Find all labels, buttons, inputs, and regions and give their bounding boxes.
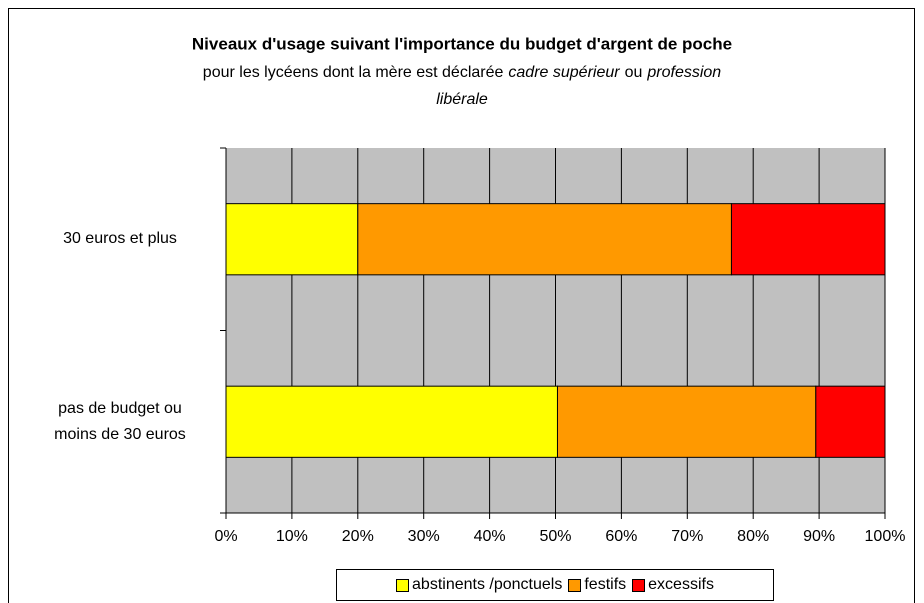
- x-tick-label: 60%: [605, 528, 637, 545]
- x-tick-label: 40%: [474, 528, 506, 545]
- legend-item: festifs: [568, 576, 626, 594]
- chart-subtitle: libérale: [436, 91, 488, 108]
- subtitle-part: libérale: [436, 91, 488, 108]
- y-tick-label: pas de budget ou moins de 30 euros: [54, 399, 186, 443]
- x-tick-label: 100%: [865, 528, 906, 545]
- bar-segment: [225, 203, 359, 276]
- chart-title: Niveaux d'usage suivant l'importance du …: [192, 34, 732, 53]
- bar-segment: [225, 385, 558, 458]
- bar-segment: [357, 203, 732, 276]
- x-tick-label: 80%: [737, 528, 769, 545]
- subtitle-part: ou: [625, 64, 643, 81]
- legend-swatch: [632, 578, 646, 592]
- legend-swatch: [396, 578, 410, 592]
- bar-segment: [730, 203, 886, 276]
- legend-swatch: [568, 578, 582, 592]
- legend-item: abstinents /ponctuels: [396, 576, 562, 594]
- chart-subtitle: pour les lycéens dont la mère est déclar…: [203, 64, 722, 81]
- x-tick-label: 30%: [408, 528, 440, 545]
- x-tick-label: 70%: [671, 528, 703, 545]
- bar-segment: [556, 385, 817, 458]
- x-tick-label: 10%: [276, 528, 308, 545]
- x-tick-label: 50%: [539, 528, 571, 545]
- legend-label: festifs: [584, 576, 627, 593]
- subtitle-part: cadre supérieur: [508, 64, 620, 81]
- legend-label: excessifs: [648, 576, 714, 593]
- x-tick-label: 0%: [214, 528, 237, 545]
- x-tick-label: 90%: [803, 528, 835, 545]
- legend-label: abstinents /ponctuels: [412, 576, 563, 593]
- y-tick-label: 30 euros et plus: [63, 230, 177, 248]
- chart-border: [8, 8, 915, 603]
- subtitle-part: pour les lycéens dont la mère est déclar…: [203, 64, 504, 81]
- bar-segment: [815, 385, 886, 458]
- subtitle-part: profession: [646, 64, 721, 81]
- x-tick-label: 20%: [342, 528, 374, 545]
- legend: abstinents /ponctuels festifs excessifs: [336, 569, 774, 601]
- legend-item: excessifs: [632, 576, 714, 594]
